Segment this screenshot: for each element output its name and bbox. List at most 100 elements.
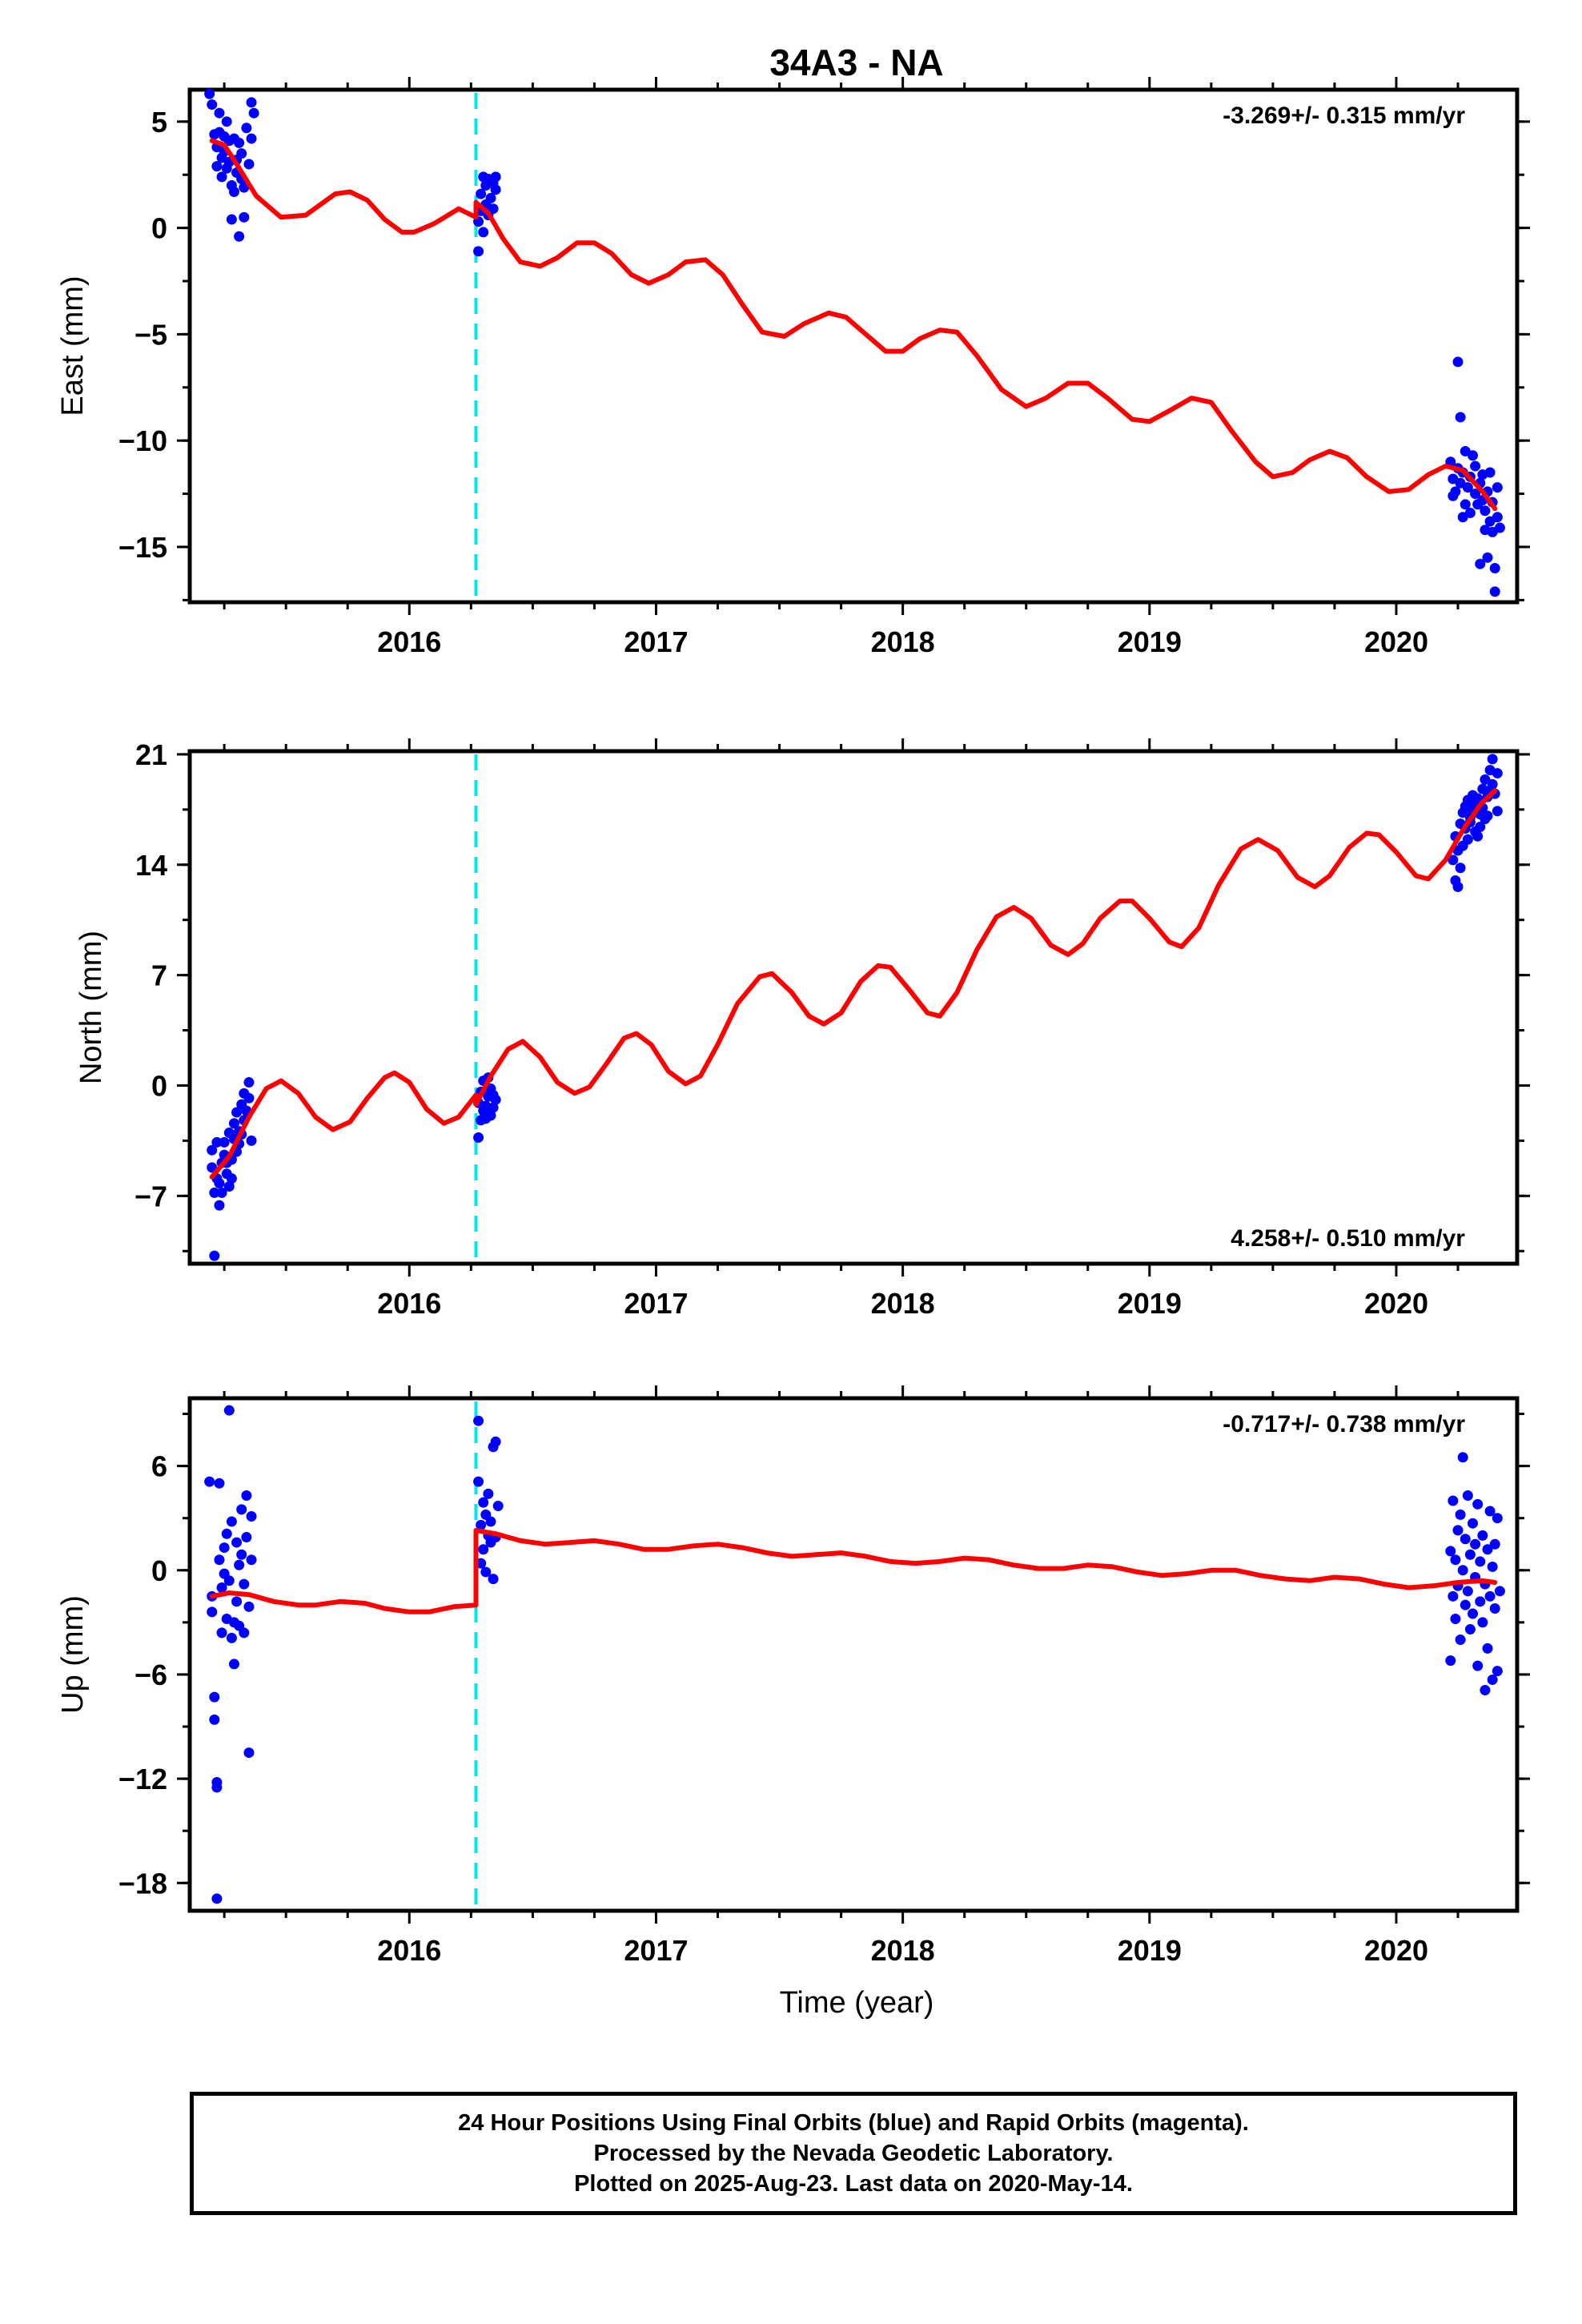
east-x-tick-label: 2019 — [1118, 625, 1182, 658]
east-frame — [187, 87, 1520, 605]
east-data-point — [488, 203, 499, 215]
up-panel: 2016 2017 2018 2019 2020 6 0 −6 −12 −18 Up (mm) -0.… — [56, 1385, 1530, 1967]
north-data-point — [1492, 768, 1503, 779]
up-data-point — [1475, 1556, 1486, 1567]
north-data-point — [214, 1178, 225, 1189]
north-data-point — [231, 1107, 243, 1118]
north-y-axis-label: North (mm) — [74, 931, 108, 1084]
processing-info-box: 24 Hour Positions Using Final Orbits (bl… — [190, 2092, 1517, 2215]
east-data-point — [221, 116, 232, 127]
east-data-point — [1455, 412, 1466, 423]
up-data-point — [1447, 1590, 1459, 1602]
north-data-point — [1452, 881, 1464, 892]
up-data-point — [1477, 1530, 1488, 1541]
up-data-point — [1455, 1634, 1466, 1646]
east-data-point — [211, 161, 223, 172]
north-data-point — [209, 1187, 220, 1198]
up-data-point — [1484, 1590, 1496, 1602]
north-data-point — [490, 1094, 501, 1105]
up-data-point — [1487, 1674, 1498, 1685]
up-data-point — [1477, 1617, 1488, 1628]
figure-title: 34A3 - NA — [769, 42, 943, 83]
up-data-point — [1450, 1554, 1461, 1566]
north-model-fit-line-1 — [473, 788, 1498, 1108]
up-data-point — [1492, 1666, 1503, 1677]
east-data-point — [214, 107, 225, 119]
east-data-point — [1492, 482, 1503, 493]
up-data-point — [1470, 1538, 1481, 1550]
up-data-point — [1457, 1565, 1468, 1576]
up-data-point — [1492, 1513, 1503, 1524]
north-model-fit-line-0 — [209, 1070, 479, 1180]
up-data-point — [226, 1516, 237, 1527]
up-data-point — [234, 1559, 245, 1570]
north-x-tick-label: 2020 — [1364, 1287, 1428, 1320]
east-y-tick-label: 5 — [151, 106, 167, 139]
east-data-point — [1484, 467, 1496, 478]
east-data-point — [1468, 450, 1479, 461]
east-data-point — [473, 246, 484, 257]
up-data-point — [1460, 1534, 1471, 1545]
east-data-point — [216, 171, 227, 183]
east-data-point — [246, 133, 257, 144]
east-y-tick-label: −15 — [118, 531, 167, 564]
up-data-point — [246, 1511, 257, 1522]
up-data-point — [239, 1627, 250, 1638]
east-data-point — [204, 88, 215, 99]
up-data-point — [241, 1490, 252, 1501]
north-y-tick-label: 14 — [135, 849, 167, 882]
up-data-point — [1482, 1544, 1493, 1555]
footer-line-lab: Processed by the Nevada Geodetic Laborat… — [593, 2141, 1114, 2166]
north-data-point — [214, 1200, 225, 1211]
up-data-point — [1480, 1684, 1491, 1695]
up-y-tick-label: 0 — [151, 1554, 167, 1587]
up-data-point — [236, 1504, 247, 1515]
up-model-fit-line-1 — [473, 1527, 1498, 1590]
up-data-point — [1472, 1660, 1484, 1671]
up-data-point — [478, 1497, 489, 1508]
up-data-point — [204, 1476, 215, 1487]
up-data-point — [483, 1488, 494, 1499]
east-y-tick-label: −10 — [118, 424, 167, 457]
east-data-point — [1480, 505, 1491, 517]
up-data-point — [485, 1516, 496, 1527]
up-data-point — [211, 1893, 223, 1904]
north-y-tick-label: 21 — [135, 738, 167, 771]
north-data-point — [1492, 806, 1503, 817]
east-data-point — [248, 107, 259, 119]
north-data-point — [243, 1092, 255, 1104]
up-data-point — [1487, 1561, 1498, 1572]
up-data-point — [223, 1575, 235, 1586]
north-data-point — [473, 1132, 484, 1143]
up-data-point — [1494, 1586, 1505, 1597]
up-data-point — [219, 1542, 230, 1554]
up-data-point — [231, 1596, 243, 1607]
footer-line-dates: Plotted on 2025-Aug-23. Last data on 202… — [574, 2171, 1133, 2197]
east-data-point — [243, 159, 255, 170]
north-data-point — [1482, 810, 1493, 822]
east-data-point — [1457, 512, 1468, 523]
up-data-point — [216, 1627, 227, 1638]
north-y-tick-label: −7 — [135, 1180, 167, 1212]
east-data-point — [490, 171, 501, 183]
north-data-point — [207, 1144, 218, 1156]
east-x-tick-label: 2017 — [624, 625, 688, 658]
east-data-point — [239, 182, 250, 193]
up-data-point — [214, 1554, 225, 1566]
up-data-point — [492, 1501, 504, 1512]
up-y-axis-label: Up (mm) — [56, 1595, 90, 1714]
up-data-point — [1462, 1490, 1473, 1501]
east-y-tick-label: −5 — [135, 318, 167, 351]
north-x-tick-label: 2019 — [1118, 1287, 1182, 1320]
up-data-point — [1450, 1614, 1461, 1625]
up-data-point — [1489, 1603, 1500, 1614]
up-data-point — [221, 1528, 232, 1539]
footer-line-orbits: 24 Hour Positions Using Final Orbits (bl… — [458, 2110, 1249, 2136]
east-data-point — [246, 97, 257, 108]
x-axis-label: Time (year) — [780, 1986, 934, 2020]
up-data-point — [1482, 1642, 1493, 1654]
up-velocity-label: -0.717+/- 0.738 mm/yr — [1223, 1411, 1465, 1437]
east-x-tick-label: 2018 — [871, 625, 935, 658]
north-data-point — [1487, 778, 1498, 790]
